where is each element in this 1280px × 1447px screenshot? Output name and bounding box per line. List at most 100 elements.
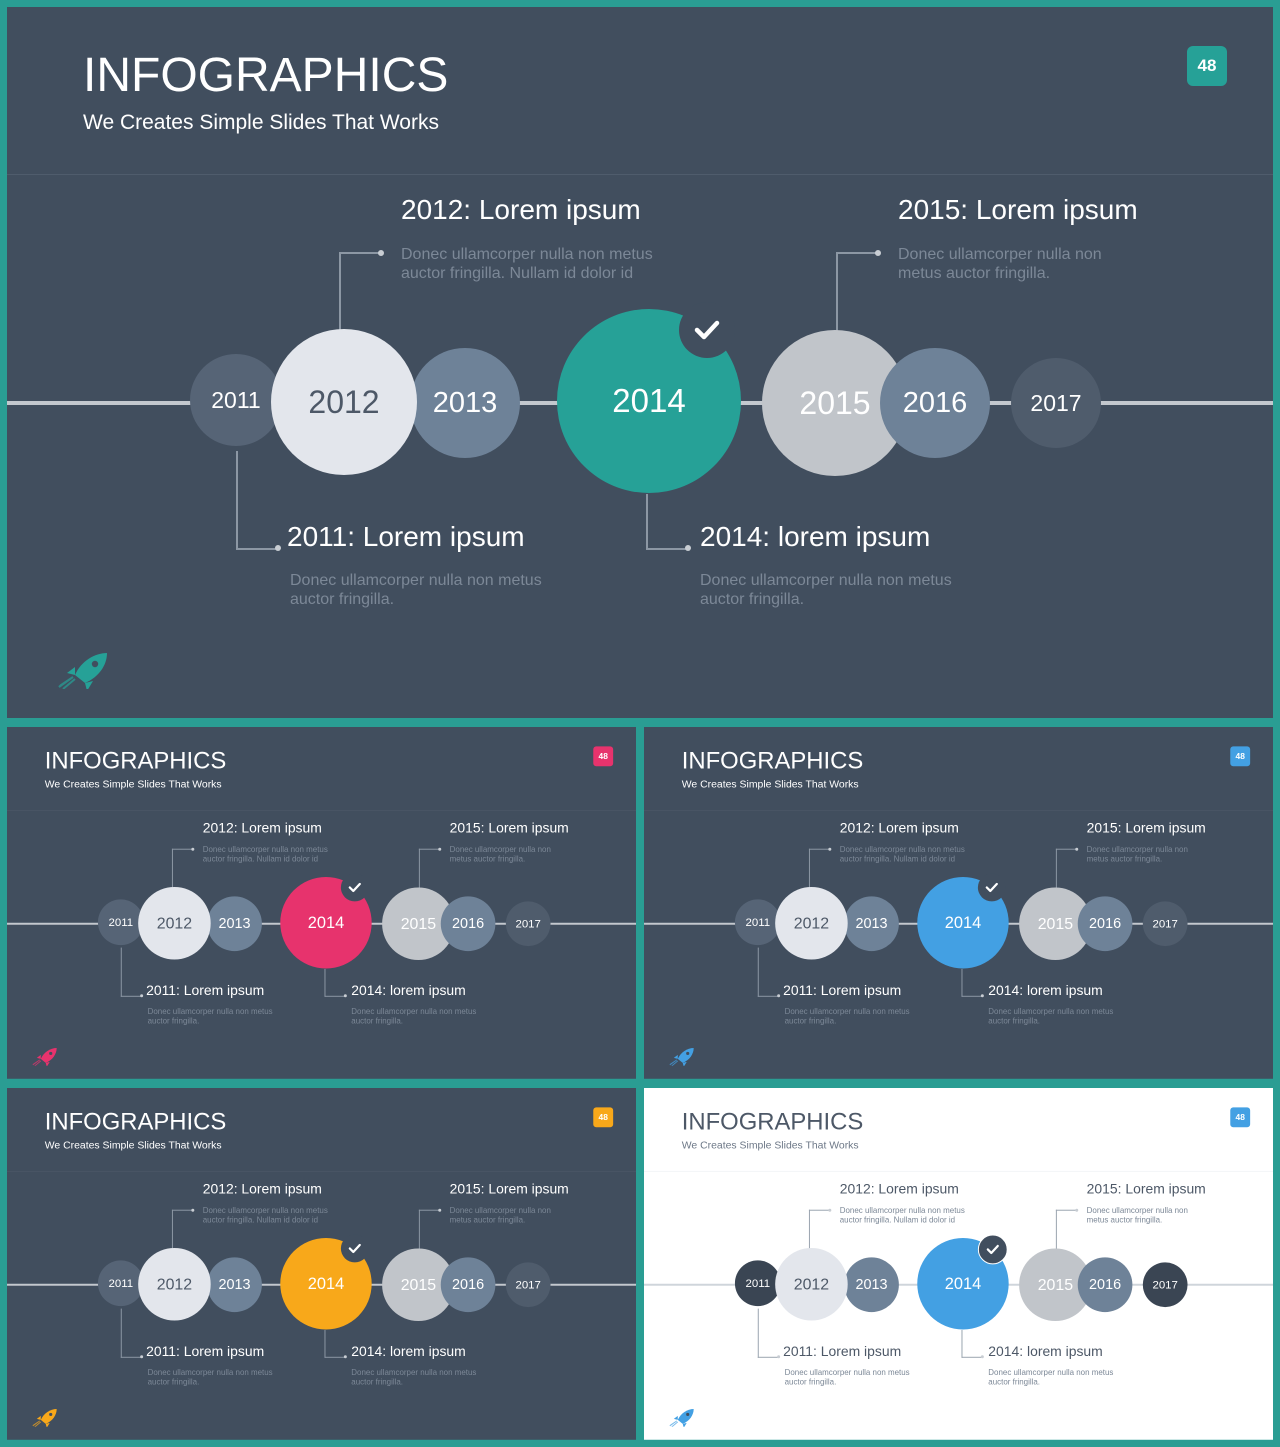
- callout-desc-2015: Donec ullamcorper nulla non metus auctor…: [1086, 1206, 1188, 1225]
- connector-2012: [171, 848, 194, 889]
- year-circle-2017[interactable]: 2017: [1142, 901, 1188, 947]
- slide-panel-white: INFOGRAPHICS We Creates Simple Slides Th…: [644, 1088, 1273, 1440]
- connector-dot-2014: [980, 994, 984, 998]
- connector-2011: [757, 947, 780, 997]
- year-circle-2017[interactable]: 2017: [505, 1262, 551, 1308]
- callout-desc-2011: Donec ullamcorper nulla non metus auctor…: [784, 1007, 910, 1026]
- connector-2015: [836, 252, 880, 332]
- page-number-badge: 48: [1187, 46, 1227, 86]
- callout-title-2011: 2011: Lorem ipsum: [287, 521, 525, 552]
- connector-2015: [418, 1209, 441, 1250]
- slide: INFOGRAPHICS We Creates Simple Slides Th…: [644, 727, 1273, 1079]
- connector-dot-2011: [140, 1355, 144, 1359]
- page-number-badge: 48: [593, 746, 614, 767]
- connector-2011: [120, 947, 143, 997]
- slide-panel-blue: INFOGRAPHICS We Creates Simple Slides Th…: [644, 727, 1273, 1079]
- year-label: 2011: [745, 1276, 771, 1290]
- slide-subtitle: We Creates Simple Slides That Works: [83, 111, 439, 134]
- connector-2011: [236, 451, 280, 550]
- check-icon: [985, 882, 998, 893]
- callout-desc-2014: Donec ullamcorper nulla non metus auctor…: [351, 1007, 477, 1026]
- year-circle-2013[interactable]: 2013: [207, 896, 262, 952]
- connector-dot-2015: [875, 250, 881, 256]
- callout-desc-2015: Donec ullamcorper nulla non metus auctor…: [1086, 845, 1188, 864]
- year-circle-2011[interactable]: 2011: [190, 354, 282, 446]
- check-badge: [679, 302, 735, 358]
- year-circle-2014[interactable]: 2014: [280, 1238, 372, 1330]
- year-label: 2016: [902, 386, 968, 419]
- year-circle-2013[interactable]: 2013: [410, 348, 520, 458]
- page-number-badge: 48: [1230, 746, 1251, 767]
- page-number-badge: 48: [593, 1107, 614, 1128]
- callout-title-2014: 2014: lorem ipsum: [988, 982, 1103, 998]
- year-circle-2013[interactable]: 2013: [844, 896, 899, 952]
- connector-dot-2015: [438, 1208, 442, 1212]
- slide: INFOGRAPHICS We Creates Simple Slides Th…: [7, 727, 636, 1079]
- slide-title: INFOGRAPHICS: [44, 1108, 227, 1136]
- year-circle-2013[interactable]: 2013: [207, 1257, 262, 1313]
- callout-desc-2011: Donec ullamcorper nulla non metus auctor…: [784, 1368, 910, 1387]
- connector-dot-2011: [777, 994, 781, 998]
- year-label: 2014: [612, 382, 686, 419]
- year-circle-2016[interactable]: 2016: [1077, 896, 1133, 952]
- slide-panel-pink: INFOGRAPHICS We Creates Simple Slides Th…: [7, 727, 636, 1079]
- callout-title-2014: 2014: lorem ipsum: [988, 1343, 1103, 1359]
- connector-2014: [961, 1329, 984, 1358]
- rocket-icon: [58, 653, 107, 689]
- callout-desc-2015: Donec ullamcorper nulla non metus auctor…: [449, 1206, 551, 1225]
- callout-title-2011: 2011: Lorem ipsum: [783, 982, 902, 998]
- year-circle-2011[interactable]: 2011: [734, 899, 781, 946]
- slide: INFOGRAPHICS We Creates Simple Slides Th…: [644, 1088, 1273, 1440]
- callout-title-2012: 2012: Lorem ipsum: [839, 1180, 959, 1197]
- year-circle-2012[interactable]: 2012: [775, 886, 848, 960]
- year-circle-2017[interactable]: 2017: [505, 901, 551, 947]
- year-label: 2017: [515, 917, 541, 930]
- callout-desc-2011: Donec ullamcorper nulla non metus auctor…: [147, 1007, 273, 1026]
- slide-title: INFOGRAPHICS: [681, 747, 864, 775]
- year-circle-2017[interactable]: 2017: [1011, 358, 1101, 448]
- slide-title: INFOGRAPHICS: [44, 747, 227, 775]
- year-circle-2013[interactable]: 2013: [844, 1257, 899, 1313]
- year-circle-2017[interactable]: 2017: [1142, 1262, 1188, 1308]
- connector-2015: [1055, 848, 1078, 889]
- connector-dot-2014: [343, 994, 347, 998]
- year-circle-2012[interactable]: 2012: [138, 1247, 211, 1321]
- callout-desc-2012: Donec ullamcorper nulla non metus auctor…: [401, 246, 653, 282]
- year-circle-2012[interactable]: 2012: [138, 886, 211, 960]
- year-circle-2015[interactable]: 2015: [1019, 1248, 1092, 1322]
- year-circle-2011[interactable]: 2011: [734, 1260, 781, 1307]
- callout-desc-2011: Donec ullamcorper nulla non metus auctor…: [290, 572, 542, 608]
- year-label: 2012: [793, 1275, 830, 1293]
- callout-desc-2015: Donec ullamcorper nulla non metus auctor…: [449, 845, 551, 864]
- year-circle-2016[interactable]: 2016: [440, 1257, 496, 1313]
- year-circle-2012[interactable]: 2012: [775, 1247, 848, 1321]
- check-icon: [348, 1243, 361, 1254]
- slide-subtitle: We Creates Simple Slides That Works: [44, 1139, 222, 1152]
- year-circle-2016[interactable]: 2016: [440, 896, 496, 952]
- year-label: 2011: [211, 386, 261, 413]
- connector-2012: [808, 848, 831, 889]
- year-label: 2014: [307, 913, 345, 932]
- check-badge: [340, 873, 369, 902]
- year-label: 2016: [1089, 1276, 1122, 1293]
- year-label: 2017: [1030, 389, 1082, 416]
- callout-title-2011: 2011: Lorem ipsum: [146, 1343, 265, 1359]
- year-label: 2012: [156, 1275, 193, 1293]
- year-circle-2016[interactable]: 2016: [880, 348, 990, 458]
- year-label: 2014: [944, 913, 982, 932]
- callout-title-2015: 2015: Lorem ipsum: [1086, 819, 1206, 836]
- year-label: 2012: [793, 914, 830, 932]
- year-circle-2011[interactable]: 2011: [97, 899, 144, 946]
- year-circle-2016[interactable]: 2016: [1077, 1257, 1133, 1313]
- page-number-badge: 48: [1230, 1107, 1251, 1128]
- connector-dot-2015: [1075, 1208, 1079, 1212]
- year-circle-2011[interactable]: 2011: [97, 1260, 144, 1307]
- year-label: 2015: [400, 1275, 437, 1294]
- check-icon: [986, 1244, 999, 1255]
- year-circle-2012[interactable]: 2012: [271, 329, 417, 475]
- connector-2014: [324, 968, 347, 997]
- callout-title-2015: 2015: Lorem ipsum: [449, 1180, 569, 1197]
- year-label: 2016: [1089, 915, 1122, 932]
- year-label: 2011: [108, 1276, 134, 1290]
- connector-dot-2012: [191, 847, 195, 851]
